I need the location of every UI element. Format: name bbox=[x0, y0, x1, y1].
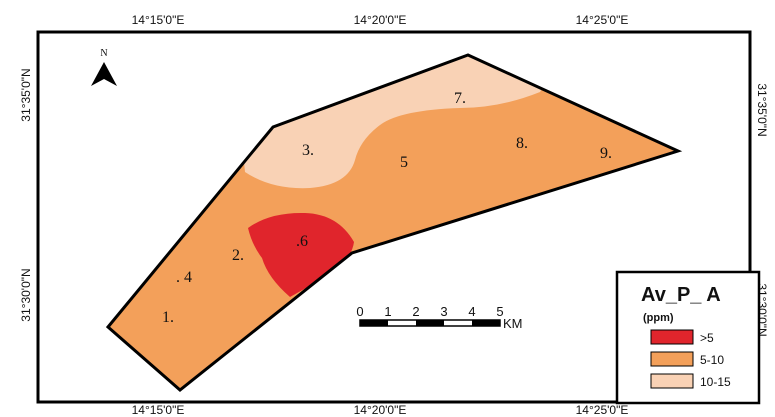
scale-tick-1: 1 bbox=[384, 304, 391, 319]
study-area-outline bbox=[105, 53, 683, 392]
scale-bar: 0 1 2 3 4 5 KM bbox=[356, 304, 522, 331]
north-arrow-label: N bbox=[100, 48, 107, 59]
right-label-1: 31°35'0"N bbox=[755, 83, 769, 136]
sample-point-5: 5 bbox=[400, 154, 408, 171]
scale-unit: KM bbox=[503, 316, 523, 331]
scale-bar-seg-3 bbox=[416, 320, 444, 326]
legend-title: Av_P_ A bbox=[641, 284, 721, 306]
sample-point-2: 2. bbox=[232, 247, 244, 264]
scale-tick-0: 0 bbox=[356, 304, 363, 319]
north-arrow-left-icon bbox=[91, 62, 104, 86]
top-label-3: 14°25'0"E bbox=[576, 13, 629, 27]
left-label-2: 31°30'0"N bbox=[19, 268, 33, 321]
legend-swatch-10-15 bbox=[650, 373, 694, 389]
bottom-label-1: 14°15'0"E bbox=[132, 403, 185, 417]
scale-tick-2: 2 bbox=[412, 304, 419, 319]
sample-point-4: . 4 bbox=[176, 269, 192, 286]
bottom-label-3: 14°25'0"E bbox=[576, 403, 629, 417]
sample-point-3: 3. bbox=[302, 142, 314, 159]
zone-10-15 bbox=[240, 55, 560, 189]
scale-bar-seg-5 bbox=[472, 320, 500, 326]
sample-point-7: 7. bbox=[454, 90, 466, 107]
north-arrow: N bbox=[91, 48, 117, 86]
left-label-1: 31°35'0"N bbox=[19, 68, 33, 121]
legend-swatch-5-10 bbox=[650, 351, 694, 367]
legend-swatch-greater-5 bbox=[650, 329, 694, 345]
legend-subtitle: (ppm) bbox=[643, 312, 674, 324]
top-label-2: 14°20'0"E bbox=[354, 13, 407, 27]
sample-point-1: 1. bbox=[162, 309, 174, 326]
scale-tick-5: 5 bbox=[496, 304, 503, 319]
legend-item-greater-5: >5 bbox=[700, 331, 714, 345]
zone-5-10 bbox=[108, 55, 678, 390]
scale-tick-4: 4 bbox=[468, 304, 475, 319]
north-arrow-right-icon bbox=[104, 62, 117, 86]
legend-item-10-15: 10-15 bbox=[700, 375, 731, 389]
sample-point-6: .6 bbox=[296, 233, 308, 250]
legend-item-5-10: 5-10 bbox=[700, 353, 724, 367]
zone-greater-5 bbox=[248, 212, 354, 297]
scale-bar-seg-1 bbox=[360, 320, 388, 326]
sample-point-8: 8. bbox=[516, 135, 528, 152]
study-area-zones bbox=[108, 55, 678, 390]
sample-point-9: 9. bbox=[600, 145, 612, 162]
bottom-label-2: 14°20'0"E bbox=[354, 403, 407, 417]
legend: Av_P_ A (ppm) >5 5-10 10-15 bbox=[615, 270, 761, 405]
top-label-1: 14°15'0"E bbox=[132, 13, 185, 27]
scale-tick-3: 3 bbox=[440, 304, 447, 319]
